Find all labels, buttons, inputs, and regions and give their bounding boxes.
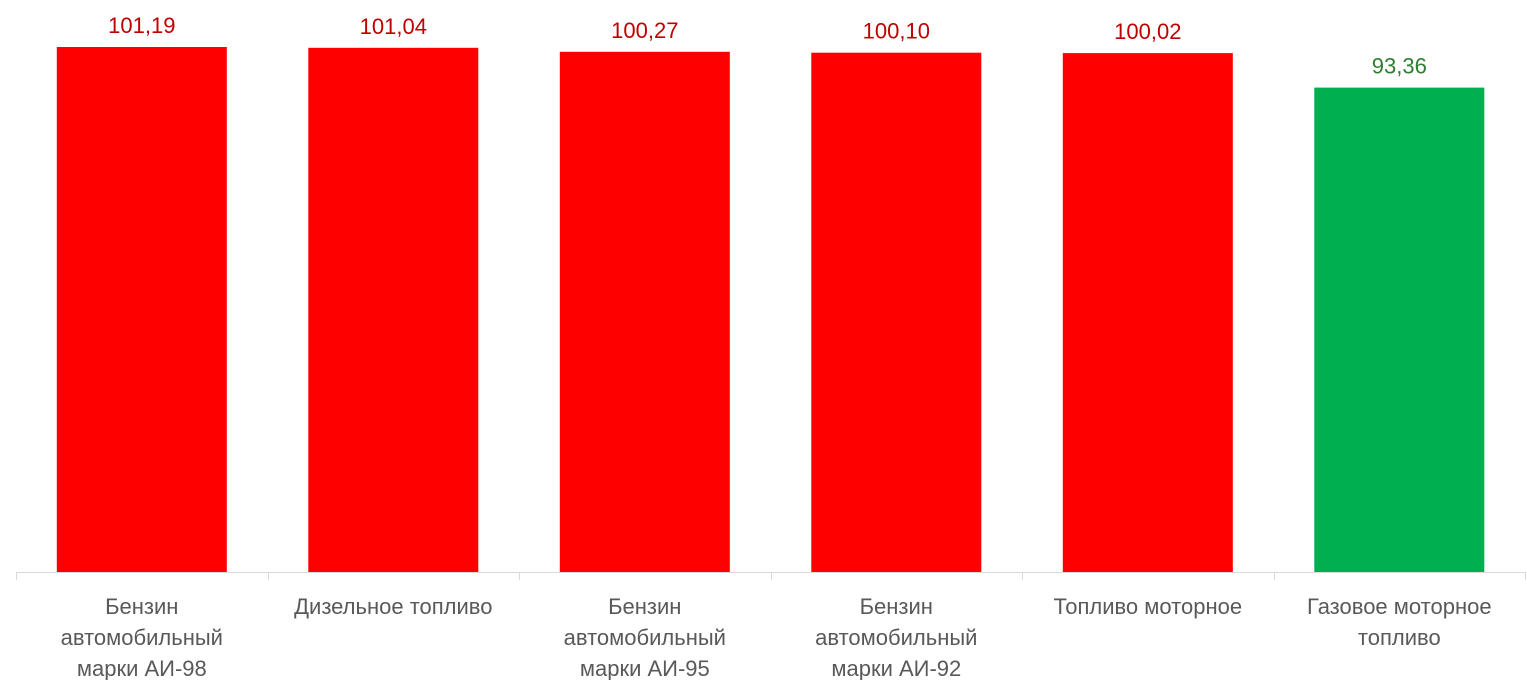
- bar-value-label: 101,04: [360, 14, 427, 39]
- category-label-line: автомобильный: [815, 625, 977, 650]
- category-labels-group: Бензин автомобильный марки АИ-98 Дизельное …: [61, 594, 1492, 680]
- bar: [1062, 53, 1233, 573]
- bar-value-label: 100,27: [611, 18, 678, 43]
- bar: [1314, 87, 1485, 572]
- category-label-line: Бензин: [860, 594, 933, 619]
- bar: [56, 47, 227, 572]
- x-axis: [16, 572, 1526, 580]
- category-label-line: топливо: [1358, 625, 1441, 650]
- category-label-line: марки АИ-92: [831, 656, 961, 680]
- bar: [308, 47, 479, 573]
- category-label-line: Бензин: [608, 594, 681, 619]
- bars-group: [56, 47, 1485, 573]
- category-label: Бензин автомобильный марки АИ-98: [61, 594, 223, 680]
- category-label-line: автомобильный: [564, 625, 726, 650]
- category-label: Бензин автомобильный марки АИ-95: [564, 594, 726, 680]
- bar-value-label: 100,02: [1114, 19, 1181, 44]
- bar-value-label: 101,19: [108, 13, 175, 38]
- category-label-line: автомобильный: [61, 625, 223, 650]
- category-label: Топливо моторное: [1054, 594, 1243, 619]
- bar: [811, 52, 982, 572]
- category-label-line: марки АИ-98: [77, 656, 207, 680]
- category-label-line: Топливо моторное: [1054, 594, 1243, 619]
- category-label-line: Газовое моторное: [1307, 594, 1492, 619]
- value-labels-group: 101,19 101,04 100,27 100,10 100,02 93,36: [108, 13, 1427, 79]
- bar-value-label: 93,36: [1372, 54, 1427, 79]
- bar: [559, 51, 730, 573]
- category-label: Дизельное топливо: [294, 594, 492, 619]
- category-label-line: марки АИ-95: [580, 656, 710, 680]
- bar-value-label: 100,10: [863, 19, 930, 44]
- category-label: Газовое моторное топливо: [1307, 594, 1492, 650]
- category-label: Бензин автомобильный марки АИ-92: [815, 594, 977, 680]
- category-label-line: Дизельное топливо: [294, 594, 492, 619]
- category-label-line: Бензин: [105, 594, 178, 619]
